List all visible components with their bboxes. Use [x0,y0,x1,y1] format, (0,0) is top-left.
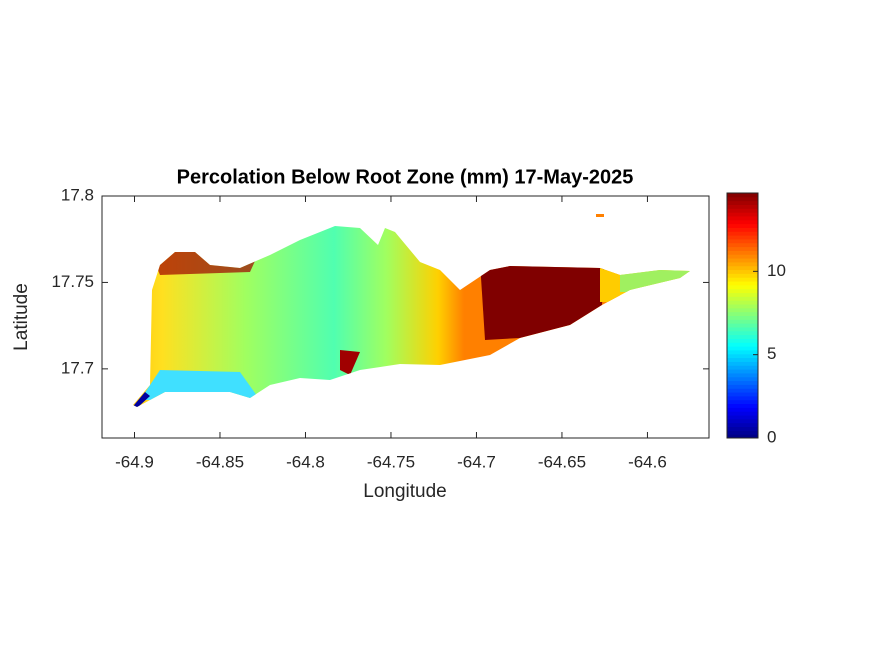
colorbar-step [727,376,758,382]
colorbar-step [727,334,758,339]
x-tick-label: -64.75 [367,452,415,471]
axes-box [101,195,710,439]
colorbar-step [727,307,758,313]
colorbar-step [727,269,758,274]
colorbar-step [727,196,758,202]
chart-title: Percolation Below Root Zone (mm) 17-May-… [177,166,634,188]
colorbar-step [727,265,758,271]
colorbar-step [727,346,758,351]
y-tick-label: 17.7 [61,358,94,377]
colorbar-step [727,311,758,316]
colorbar-step [727,384,758,389]
colorbar-step [727,261,758,267]
colorbar-step [727,411,758,416]
colorbar-step [727,235,758,240]
y-tick-label: 17.8 [61,185,94,204]
colorbar-step [727,415,758,420]
colorbar-step [727,231,758,236]
x-tick-label: -64.7 [457,452,496,471]
colorbar-step [727,204,758,209]
colorbar-step [727,284,758,290]
colorbar-step [727,361,758,366]
colorbar [727,193,758,439]
colorbar-step [727,254,758,259]
x-tick-label: -64.85 [196,452,244,471]
colorbar-step [727,418,758,424]
colorbar-step [727,319,758,324]
colorbar-step [727,349,758,355]
colorbar-step [727,277,758,282]
colorbar-step [727,238,758,244]
island-map [133,226,690,407]
colorbar-step [727,193,758,198]
islet [596,214,604,217]
colorbar-step [727,434,758,439]
colorbar-step [727,281,758,286]
colorbar-step [727,369,758,374]
colorbar-step [727,392,758,397]
colorbar-step [727,353,758,359]
colorbar-box [726,192,759,439]
colorbar-step [727,399,758,405]
colorbar-step [727,372,758,378]
colorbar-step [727,227,758,232]
colorbar-step [727,300,758,305]
colorbar-step [727,242,758,248]
colorbar-step [727,422,758,428]
x-tick-label: -64.9 [115,452,154,471]
colorbar-step [727,388,758,393]
colorbar-step [727,200,758,205]
colorbar-step [727,323,758,328]
colorbar-step [727,403,758,408]
x-tick-label: -64.8 [286,452,325,471]
colorbar-step [727,342,758,347]
colorbar-step [727,223,758,228]
colorbar-step [727,296,758,301]
y-axis-label: Latitude [11,283,32,351]
colorbar-step [727,365,758,370]
colorbar-step [727,430,758,435]
colorbar-step [727,380,758,385]
colorbar-step [727,315,758,320]
colorbar-step [727,246,758,251]
colorbar-step [727,208,758,213]
colorbar-tick-label: 0 [767,427,776,446]
colorbar-step [727,219,758,225]
colorbar-tick-label: 5 [767,344,776,363]
x-tick-label: -64.6 [628,452,667,471]
colorbar-step [727,292,758,297]
colorbar-step [727,407,758,412]
colorbar-step [727,326,758,332]
colorbar-step [727,338,758,343]
x-axis-label: Longitude [363,481,446,502]
colorbar-step [727,304,758,309]
x-tick-label: -64.65 [538,452,586,471]
colorbar-step [727,258,758,263]
colorbar-step [727,273,758,278]
colorbar-step [727,330,758,336]
colorbar-step [727,357,758,362]
colorbar-step [727,426,758,431]
colorbar-tick-label: 10 [767,261,786,280]
colorbar-step [727,395,758,401]
colorbar-step [727,250,758,255]
colorbar-step [727,212,758,217]
y-tick-label: 17.75 [51,272,94,291]
colorbar-step [727,288,758,294]
colorbar-step [727,215,758,221]
